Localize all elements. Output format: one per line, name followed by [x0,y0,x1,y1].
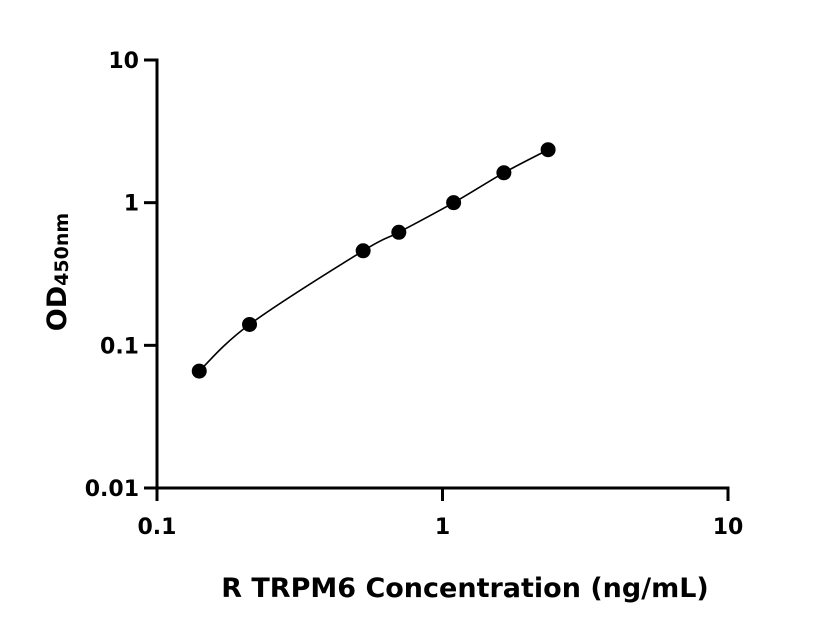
data-point [496,165,512,181]
x-ticks: 0.1 1 10 [138,488,744,540]
y-axis-title-main: OD [42,286,73,331]
y-tick-label: 1 [124,192,139,217]
data-point [242,316,258,332]
y-axis-title-sub: 450nm [51,213,73,286]
y-tick-label: 0.1 [100,334,139,359]
x-axis-title: R TRPM6 Concentration (ng/mL) [221,573,709,604]
data-points [191,142,556,379]
x-tick-label: 10 [713,515,744,540]
data-point [191,363,207,379]
x-tick-label: 1 [435,515,450,540]
y-tick-label: 10 [108,49,139,74]
fit-curve [198,149,549,372]
y-axis-title: OD450nm [42,213,73,331]
axes [155,58,730,490]
data-point [391,224,407,240]
data-point [446,195,462,211]
x-tick-label: 0.1 [138,515,177,540]
y-tick-label: 0.01 [85,477,139,502]
svg-text:OD450nm: OD450nm [42,213,73,331]
data-point [540,142,556,158]
data-point [355,243,371,259]
y-ticks: 0.01 0.1 1 10 [85,49,157,502]
